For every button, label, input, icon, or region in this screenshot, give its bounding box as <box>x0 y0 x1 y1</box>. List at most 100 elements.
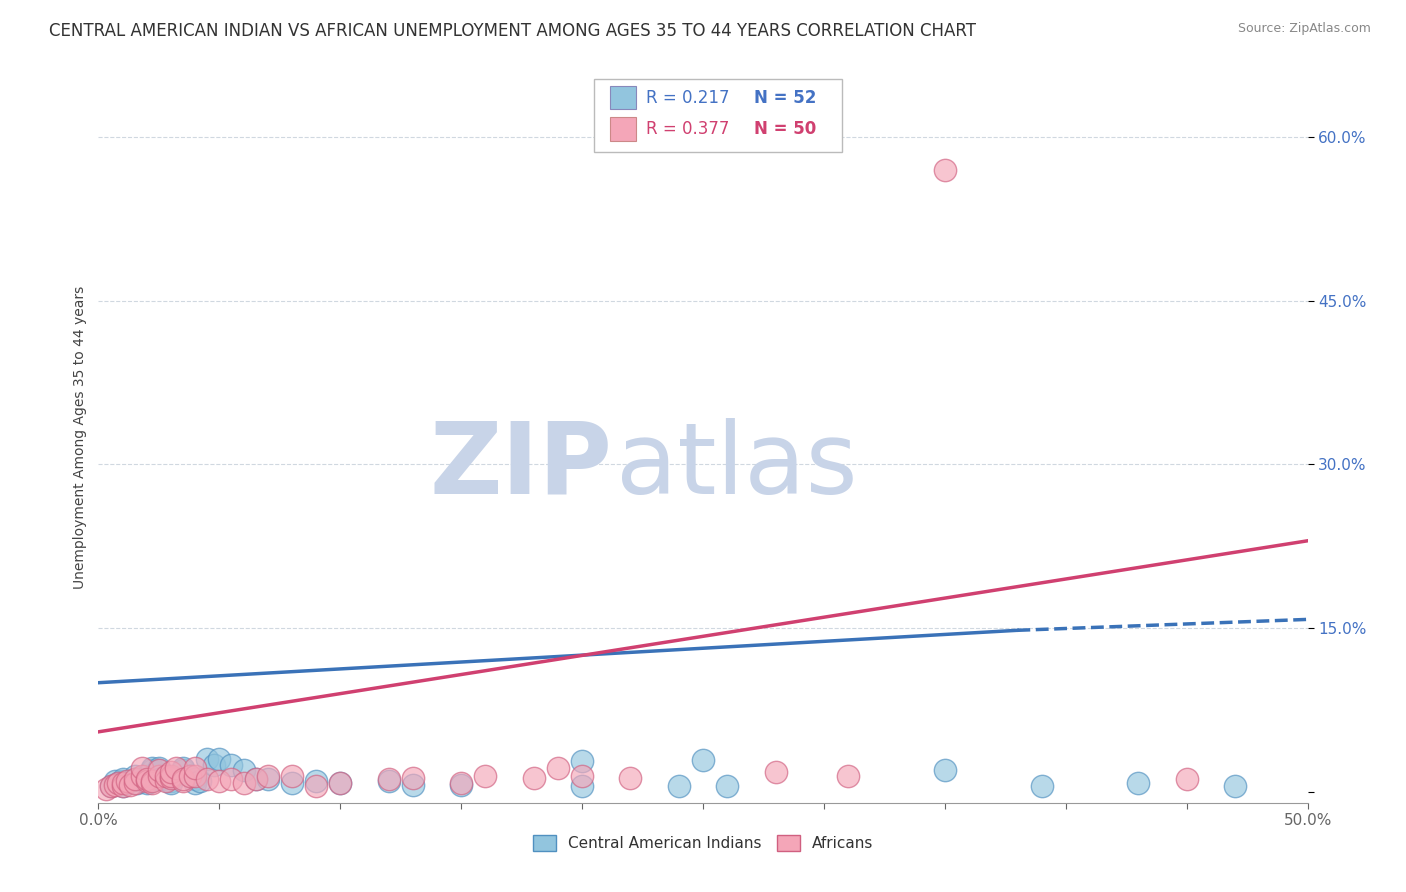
Point <box>184 761 207 775</box>
Point <box>172 761 194 775</box>
Text: CENTRAL AMERICAN INDIAN VS AFRICAN UNEMPLOYMENT AMONG AGES 35 TO 44 YEARS CORREL: CENTRAL AMERICAN INDIAN VS AFRICAN UNEMP… <box>49 22 976 40</box>
Text: R = 0.377: R = 0.377 <box>647 120 730 138</box>
Point <box>141 774 163 789</box>
Point <box>131 771 153 785</box>
Point <box>135 768 157 782</box>
Point <box>474 768 496 782</box>
Point <box>281 776 304 790</box>
Point <box>184 768 207 782</box>
Point <box>221 772 243 786</box>
Point <box>111 772 134 786</box>
Point <box>124 772 146 786</box>
Point <box>450 776 472 790</box>
Point <box>232 763 254 777</box>
Point <box>716 780 738 794</box>
Point <box>160 768 183 782</box>
Point <box>837 768 859 782</box>
Text: Source: ZipAtlas.com: Source: ZipAtlas.com <box>1237 22 1371 36</box>
Text: N = 50: N = 50 <box>754 120 815 138</box>
Point <box>141 763 163 777</box>
Point <box>135 776 157 790</box>
Point <box>155 768 177 782</box>
Legend: Central American Indians, Africans: Central American Indians, Africans <box>527 830 879 857</box>
Point <box>131 774 153 789</box>
Point <box>94 781 117 796</box>
Point <box>160 776 183 790</box>
Point <box>245 772 267 786</box>
Point <box>188 774 211 789</box>
Point <box>195 772 218 786</box>
Point <box>208 774 231 789</box>
Point <box>100 780 122 794</box>
Point <box>160 774 183 789</box>
Point <box>117 774 139 789</box>
Point <box>131 768 153 782</box>
Point <box>934 162 956 177</box>
Point <box>160 771 183 785</box>
Point <box>1031 780 1053 794</box>
Text: N = 52: N = 52 <box>754 88 815 107</box>
Point <box>184 776 207 790</box>
Point <box>204 757 226 772</box>
Point <box>256 768 278 782</box>
Point <box>155 774 177 789</box>
Point <box>111 780 134 794</box>
Point <box>281 768 304 782</box>
Point <box>305 774 328 789</box>
Point <box>232 776 254 790</box>
Point <box>160 771 183 785</box>
Point <box>117 776 139 790</box>
Point <box>402 778 425 792</box>
Point <box>668 780 690 794</box>
Point <box>256 772 278 786</box>
Y-axis label: Unemployment Among Ages 35 to 44 years: Unemployment Among Ages 35 to 44 years <box>73 285 87 589</box>
Point <box>148 763 170 777</box>
FancyBboxPatch shape <box>610 86 637 110</box>
Point <box>377 772 399 786</box>
Point <box>172 763 194 777</box>
Point <box>692 753 714 767</box>
Point <box>450 778 472 792</box>
Point <box>160 765 183 780</box>
Point <box>118 778 141 792</box>
Point <box>208 752 231 766</box>
Point <box>1175 772 1198 786</box>
Point <box>111 774 134 789</box>
Point <box>155 768 177 782</box>
Point <box>127 776 149 790</box>
Point <box>135 772 157 786</box>
Point <box>221 757 243 772</box>
Point <box>179 768 201 782</box>
Point <box>523 771 546 785</box>
Point <box>179 768 201 782</box>
Point <box>135 774 157 789</box>
Point <box>100 780 122 794</box>
Point <box>111 780 134 794</box>
Point <box>111 776 134 790</box>
Text: atlas: atlas <box>616 417 858 515</box>
Point <box>619 771 641 785</box>
Point <box>329 776 352 790</box>
Text: R = 0.217: R = 0.217 <box>647 88 730 107</box>
Point <box>305 780 328 794</box>
Point <box>107 776 129 790</box>
Point <box>172 772 194 786</box>
Point <box>402 771 425 785</box>
Point <box>184 772 207 786</box>
Point <box>165 761 187 775</box>
Point <box>148 768 170 782</box>
Point <box>571 768 593 782</box>
Point <box>104 774 127 789</box>
Point <box>104 778 127 792</box>
Point <box>1128 776 1150 790</box>
Point <box>934 763 956 777</box>
Point <box>1223 780 1246 794</box>
Point <box>141 776 163 790</box>
FancyBboxPatch shape <box>610 118 637 141</box>
Point <box>135 774 157 789</box>
Point <box>148 772 170 786</box>
Point <box>107 776 129 790</box>
Point <box>329 776 352 790</box>
Text: ZIP: ZIP <box>429 417 613 515</box>
Point <box>148 761 170 775</box>
